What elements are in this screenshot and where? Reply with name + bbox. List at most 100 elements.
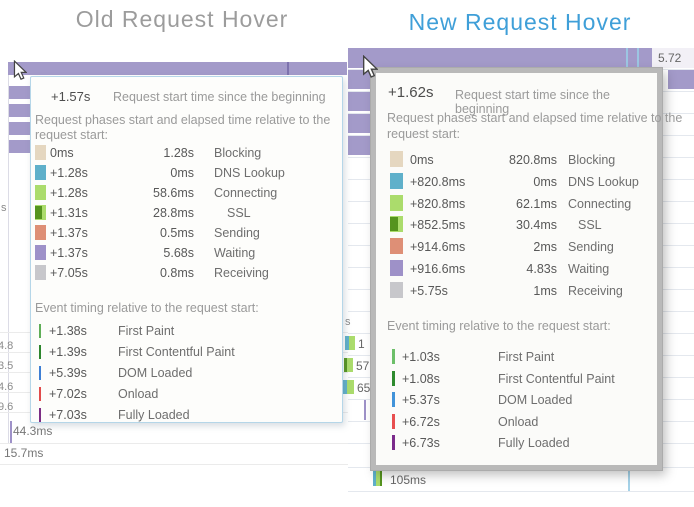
phase-elapsed: 1.28s [163,146,194,160]
phase-row: +1.37s 5.68s Waiting [31,245,342,261]
mini-bar-green[interactable] [376,471,380,486]
phase-label: Receiving [214,266,269,280]
event-time: +1.03s [402,350,440,364]
old-waterfall-bar-stub[interactable] [8,104,36,117]
ssl-inner-chip [35,206,42,219]
phase-row: +820.8ms 62.1ms Connecting [376,195,657,213]
phase-elapsed: 62.1ms [516,197,557,211]
event-time: +5.39s [49,366,87,380]
old-waterfall-bar-stub[interactable] [8,122,36,135]
phase-label: Blocking [568,153,616,167]
event-row: +5.37s DOM Loaded [376,392,657,409]
phases-heading-line2: request start: [35,128,108,142]
mini-bar-teal[interactable] [345,336,349,350]
clipped-duration-label: 1 [358,337,365,351]
gridline [0,464,348,465]
phase-start: +852.5ms [410,218,466,232]
dom-loaded-tick [626,48,628,68]
new-waterfall-bar-fragment[interactable] [668,70,694,89]
request-start-value: +1.57s [51,89,91,104]
event-tick [39,408,41,422]
phase-elapsed: 1ms [533,284,557,298]
event-label: Onload [118,387,159,401]
mini-bar-teal[interactable] [373,471,376,486]
phase-start: 0ms [410,153,434,167]
mini-bar-green[interactable] [349,336,355,350]
phase-row: 0ms 820.8ms Blocking [376,151,657,169]
new-panel-title: New Request Hover [408,9,632,35]
event-label: Onload [498,415,539,429]
phase-elapsed: 0.8ms [159,266,194,280]
phase-label: Receiving [568,284,623,298]
phase-row: +5.75s 1ms Receiving [376,282,657,300]
request-start-desc: Request start time since the beginning [113,90,326,104]
phase-start: +1.31s [50,206,88,220]
phase-color-chip [390,151,403,167]
event-tick [392,414,395,429]
event-row: +7.03s Fully Loaded [31,408,342,424]
event-row: +1.39s First Contentful Paint [31,345,342,361]
event-time: +7.02s [49,387,87,401]
old-waterfall-bar[interactable] [8,62,347,75]
ssl-inner-chip [390,217,398,231]
new-waterfall-bar-stub[interactable] [348,136,374,155]
phase-label: DNS Lookup [214,166,285,180]
request-duration-label: 44.3ms [13,424,53,438]
phase-label: Blocking [214,146,262,160]
phase-color-chip [390,216,403,232]
event-label: DOM Loaded [118,366,193,380]
phase-start: +1.28s [50,186,88,200]
phase-color-chip [390,173,403,189]
fully-loaded-line [364,400,366,420]
phase-label: Sending [568,240,614,254]
new-waterfall-bar-stub[interactable] [348,114,374,133]
phase-color-chip [35,225,46,240]
event-label: Fully Loaded [498,436,570,450]
event-tick [39,324,41,338]
event-tick [39,387,41,401]
event-time: +6.73s [402,436,440,450]
old-waterfall-bar-stub[interactable] [8,140,36,153]
event-time: +1.38s [49,324,87,338]
gridline [0,443,348,444]
events-heading: Event timing relative to the request sta… [35,301,259,315]
phases-heading-line2: request start: [387,127,460,141]
event-tick [392,435,395,450]
phase-color-chip [35,165,46,180]
phase-color-chip [390,238,403,254]
phase-color-chip [35,265,46,280]
clipped-duration-label: 65 [357,381,371,395]
event-row: +1.03s First Paint [376,349,657,366]
old-axis-line [8,75,9,443]
new-waterfall-bar-stub[interactable] [348,92,374,111]
phase-start: +820.8ms [410,197,466,211]
phases-heading-line1: Request phases start and elapsed time re… [35,113,331,127]
phase-label: Connecting [568,197,632,211]
phase-row: +1.28s 58.6ms Connecting [31,185,342,201]
event-label: Fully Loaded [118,408,190,422]
phase-start: +1.37s [50,226,88,240]
old-waterfall-bar-stub[interactable] [8,86,36,99]
new-request-tooltip: +1.62s Request start time since the begi… [371,68,682,470]
phase-elapsed: 30.4ms [516,218,557,232]
phase-elapsed: 0.5ms [159,226,194,240]
mini-bar-darkgreen[interactable] [380,471,382,486]
mini-bar-teal[interactable] [343,380,347,394]
gridline [348,491,694,492]
event-tick [392,392,395,407]
event-time: +1.08s [402,372,440,386]
event-label: DOM Loaded [498,393,573,407]
event-label: First Paint [118,324,175,338]
clipped-row-label: 4.8 [0,340,14,352]
phase-elapsed: 0ms [533,175,557,189]
fully-loaded-line [10,421,12,443]
mini-bar-darkgreen[interactable] [344,358,347,372]
new-waterfall-bar[interactable] [348,48,652,68]
cursor-icon [362,55,378,78]
phase-color-chip [390,282,403,298]
phase-color-chip [390,260,403,276]
mini-bar-green[interactable] [347,358,353,372]
phase-label: Connecting [214,186,278,200]
mini-bar-green[interactable] [347,380,354,394]
new-waterfall-bar-stub[interactable] [348,70,374,89]
